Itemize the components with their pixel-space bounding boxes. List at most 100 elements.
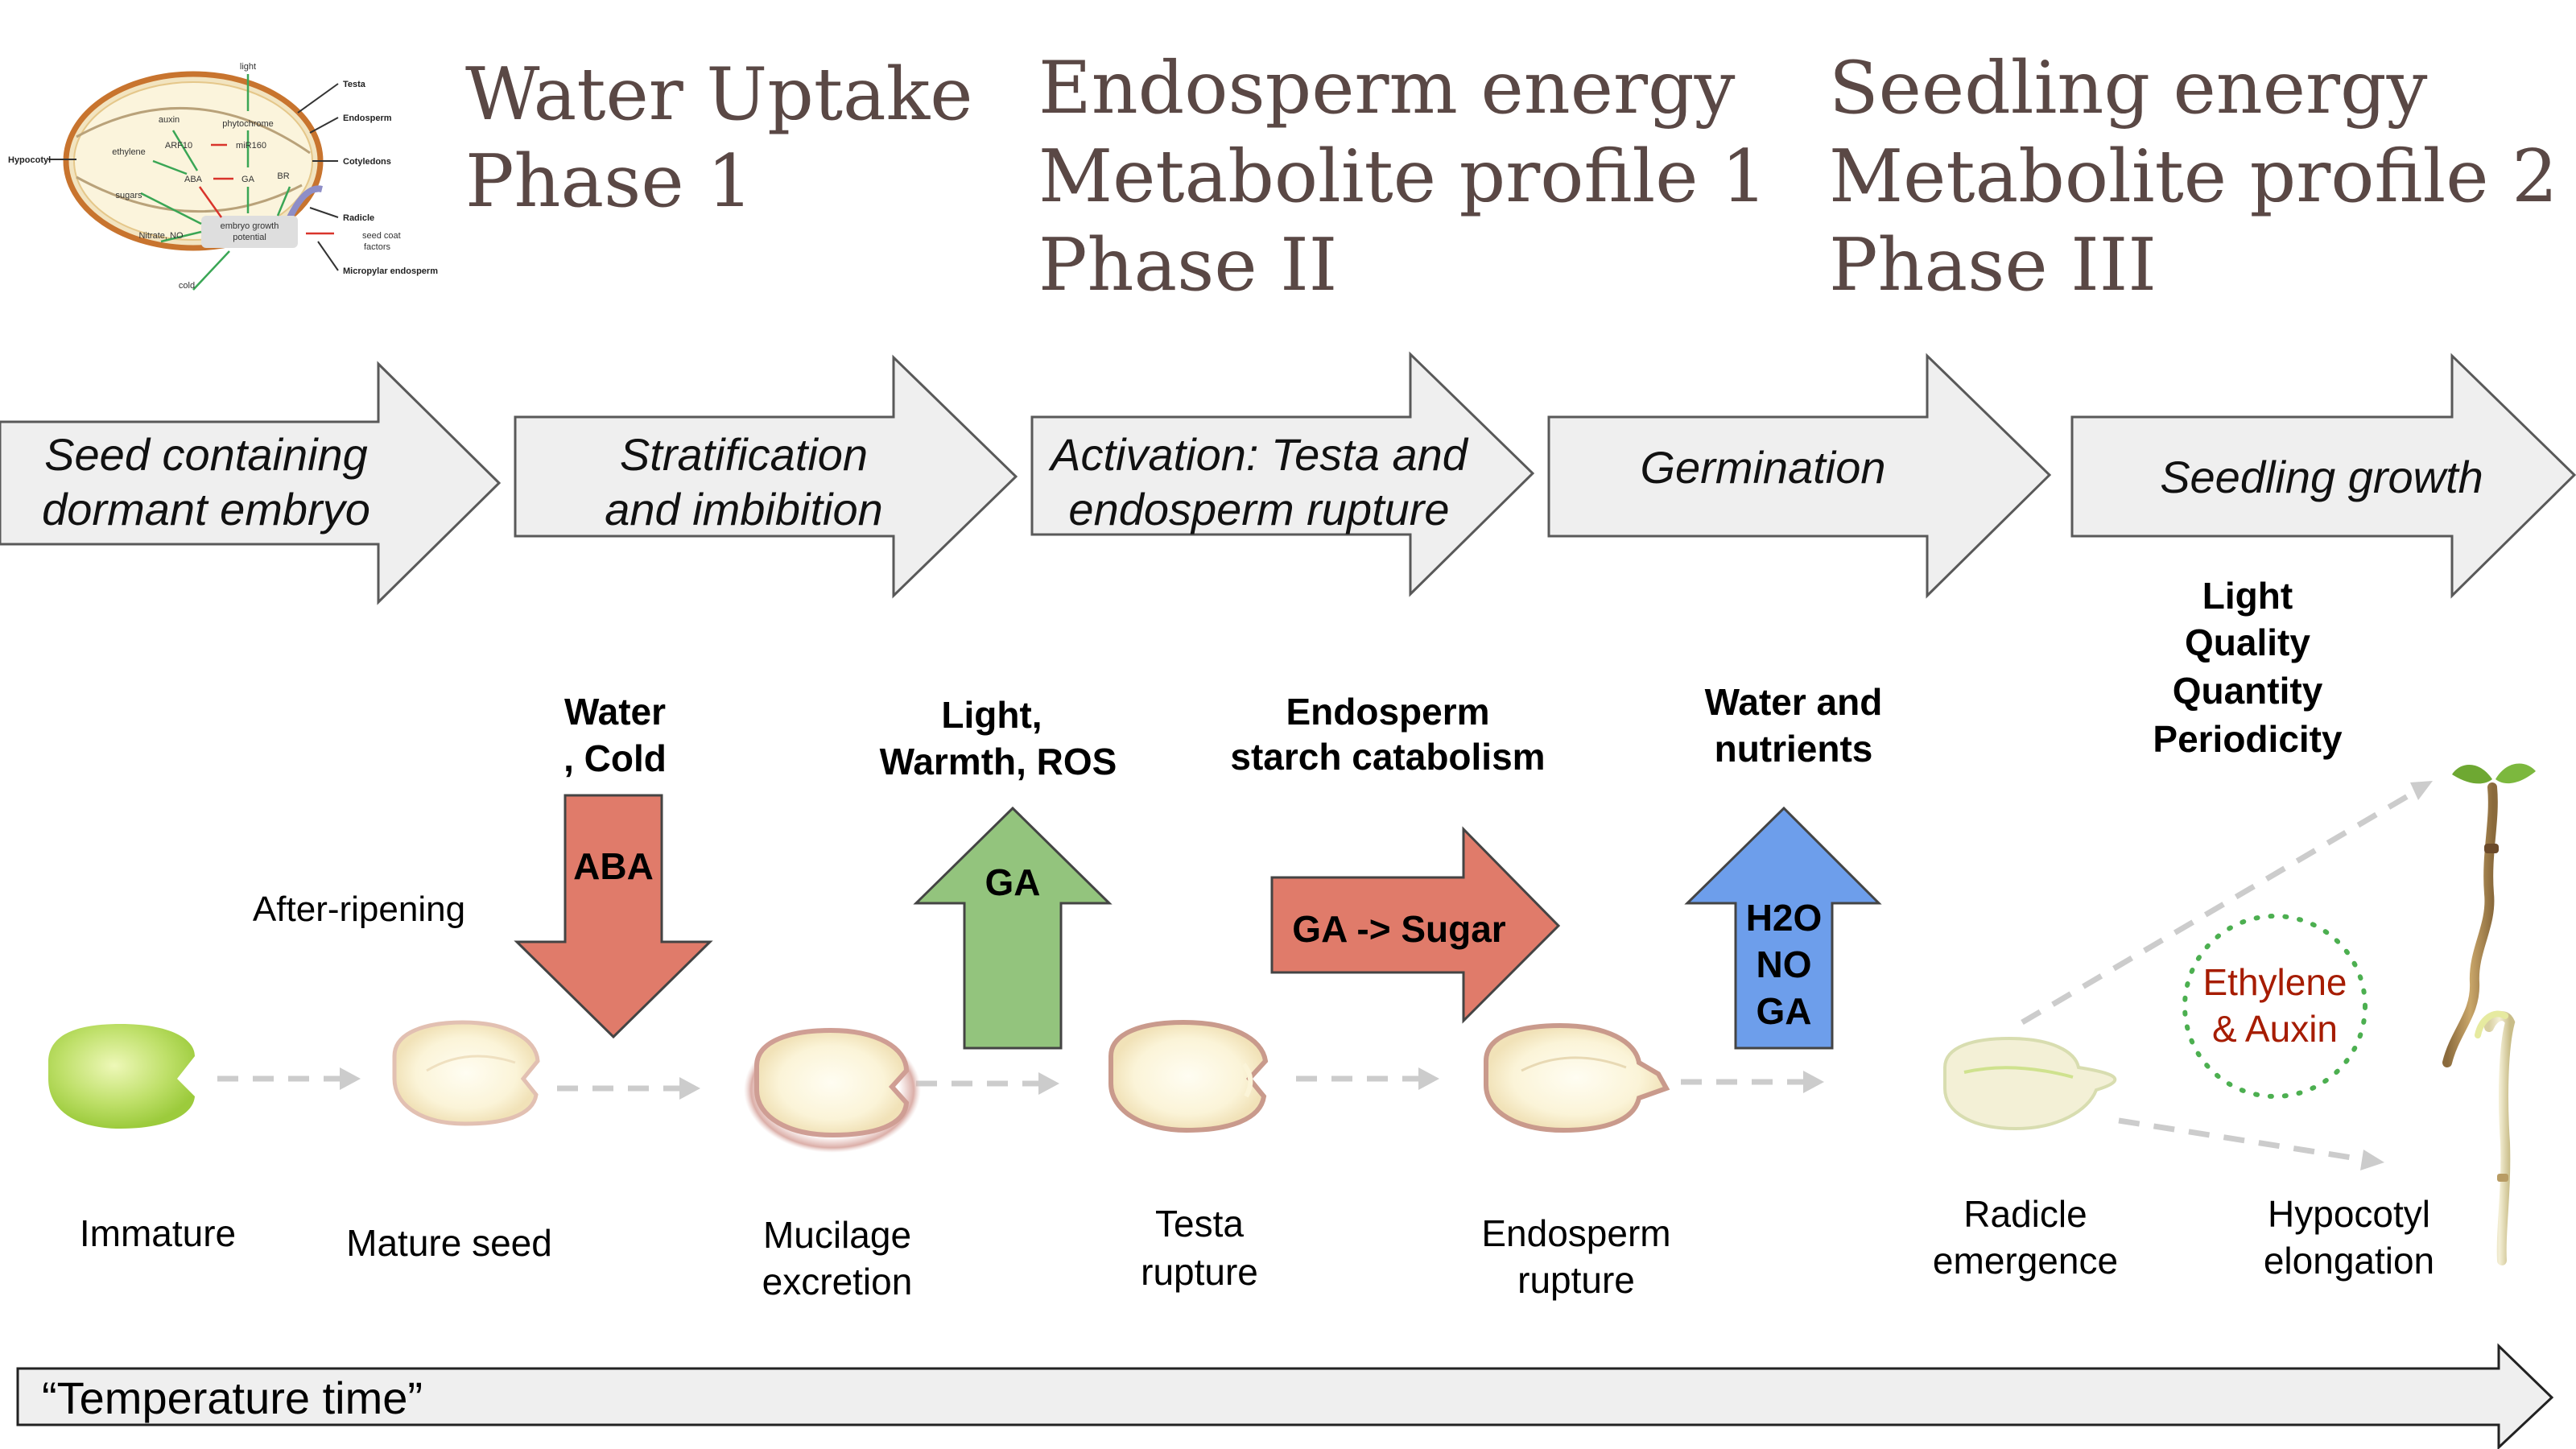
seed-label-radicle: Radicle [1963, 1193, 2087, 1235]
process-arrow-germination: Germination [1547, 353, 2052, 599]
inset-label: miR160 [236, 141, 266, 151]
temperature-time-label: “Temperature time” [42, 1373, 423, 1423]
process-arrow-label: endosperm rupture [1068, 484, 1449, 535]
inset-tissue-label: Micropylar endosperm [343, 266, 438, 276]
process-arrow-stratification: Stratification and imbibition [514, 354, 1018, 599]
phase-title-1: Water Uptake Phase 1 [465, 52, 972, 224]
process-arrow-label: Activation: Testa and [1048, 429, 1469, 480]
inset-label: ARF10 [165, 141, 192, 151]
seed-label-mucilage: excretion [762, 1261, 913, 1302]
inset-tissue-label: Endosperm [343, 114, 392, 123]
seed-immature [48, 1024, 195, 1129]
factor-light-quality: Light [2202, 575, 2293, 617]
process-arrow-seedling: Seedling growth [2070, 353, 2576, 599]
factor-water-cold: , Cold [564, 737, 667, 779]
ga-label: GA [985, 861, 1041, 903]
ga-up-arrow: GA [913, 806, 1113, 1050]
aba-label: ABA [573, 845, 654, 887]
factor-light-quality: Quantity [2173, 670, 2323, 712]
inset-label: ethylene [112, 147, 146, 157]
seed-label-hypocotyl: Hypocotyl [2268, 1193, 2430, 1235]
hypocotyl-illustration [2475, 1010, 2516, 1265]
process-arrow-activation: Activation: Testa and endosperm rupture [1030, 351, 1535, 597]
phase-title-line: Metabolite profile 2 [1829, 134, 2557, 219]
inset-label: Nitrate, NO [138, 231, 183, 241]
inset-tissue-label: Testa [343, 80, 366, 89]
seed-label-endosperm: rupture [1517, 1259, 1635, 1301]
ga-sugar-label: GA -> Sugar [1292, 908, 1505, 950]
factor-light-quality: Quality [2185, 621, 2310, 663]
inset-label: auxin [159, 115, 180, 125]
seed-label-hypocotyl: elongation [2264, 1240, 2434, 1282]
factor-light-warmth: Warmth, ROS [880, 741, 1117, 782]
factor-light-warmth: Light, [941, 694, 1042, 736]
temperature-time-arrow: “Temperature time” [16, 1343, 2554, 1449]
auxin-label: & Auxin [2212, 1008, 2338, 1050]
transition-arrowhead [1803, 1071, 1824, 1093]
inset-label: GA [242, 175, 255, 184]
h2o-up-arrow: H2O NO GA [1684, 806, 1882, 1050]
seed-label-endosperm: Endosperm [1481, 1212, 1670, 1254]
inset-label: potential [233, 233, 266, 242]
phase-title-line: Phase III [1829, 223, 2157, 308]
seed-label-testa: Testa [1155, 1203, 1244, 1245]
inset-label: phytochrome [222, 119, 274, 129]
ga-label: GA [1757, 990, 1812, 1032]
factor-water-nutrients: Water and [1705, 681, 1883, 723]
transition-arrowhead [1418, 1067, 1439, 1090]
process-arrow-label: Seed containing [44, 429, 368, 480]
factor-after-ripening: After-ripening [253, 890, 465, 929]
aba-down-arrow: ABA [514, 794, 713, 1039]
inset-tissue-label: Cotyledons [343, 157, 391, 167]
transition-arrow [2021, 791, 2413, 1026]
seed-label-mature: Mature seed [346, 1222, 552, 1264]
seed-label-immature: Immature [80, 1212, 236, 1254]
phase-title-line: Phase II [1038, 223, 1337, 308]
factor-water-nutrients: nutrients [1715, 728, 1873, 770]
process-arrow-label: Stratification [620, 429, 868, 480]
phase-title-line: Seedling energy [1829, 46, 2428, 130]
phase-title-line: Endosperm energy [1038, 46, 1736, 130]
seed-endosperm-rupture [1484, 1022, 1670, 1133]
phase-title-line: Metabolite profile 1 [1038, 134, 1767, 219]
inset-label: BR [277, 171, 289, 181]
seed-label-testa: rupture [1141, 1251, 1258, 1293]
inset-tissue-label: factors [364, 242, 391, 252]
factor-starch: Endosperm [1286, 691, 1489, 733]
transition-arrowhead [340, 1067, 361, 1090]
inset-tissue-label: seed coat [362, 231, 401, 241]
inset-label: light [240, 62, 256, 72]
factor-starch: starch catabolism [1230, 736, 1545, 778]
inset-label: ABA [184, 175, 203, 184]
process-arrow-label: Germination [1640, 442, 1885, 493]
seedling-illustration [2442, 763, 2536, 1067]
transition-arrowhead [1038, 1072, 1059, 1095]
phase-title-2: Endosperm energy Metabolite profile 1 Ph… [1038, 46, 1767, 308]
process-arrow-label: Seedling growth [2160, 452, 2483, 502]
transition-arrowhead [679, 1077, 700, 1100]
ethylene-label: Ethylene [2202, 961, 2347, 1003]
seed-testa-rupture [1108, 1019, 1269, 1133]
no-label: NO [1757, 943, 1812, 985]
process-arrow-dormant: Seed containing dormant embryo [0, 361, 502, 605]
inset-label: embryo growth [221, 221, 279, 231]
seed-mature [392, 1020, 540, 1126]
inset-tissue-label: Hypocotyl [8, 155, 51, 165]
transition-arrow [2118, 1117, 2363, 1162]
process-arrow-label: dormant embryo [42, 484, 370, 535]
seed-label-radicle: emergence [1933, 1240, 2118, 1282]
transition-arrowhead [2360, 1150, 2384, 1170]
seed-radicle-emergence [1943, 1036, 2117, 1131]
ethylene-auxin-circle: Ethylene & Auxin [2182, 914, 2368, 1099]
seed-model-inset: embryo growth potential [8, 62, 438, 291]
inset-label: sugars [115, 191, 142, 200]
process-arrow-label: and imbibition [605, 484, 883, 535]
phase-title-line: Phase 1 [465, 139, 753, 224]
phase-title-3: Seedling energy Metabolite profile 2 Pha… [1829, 46, 2557, 308]
transition-arrowhead [2410, 781, 2433, 800]
seed-mucilage [744, 1027, 921, 1153]
phase-title-line: Water Uptake [465, 52, 972, 137]
h2o-label: H2O [1746, 897, 1823, 939]
inset-tissue-label: Radicle [343, 213, 374, 223]
